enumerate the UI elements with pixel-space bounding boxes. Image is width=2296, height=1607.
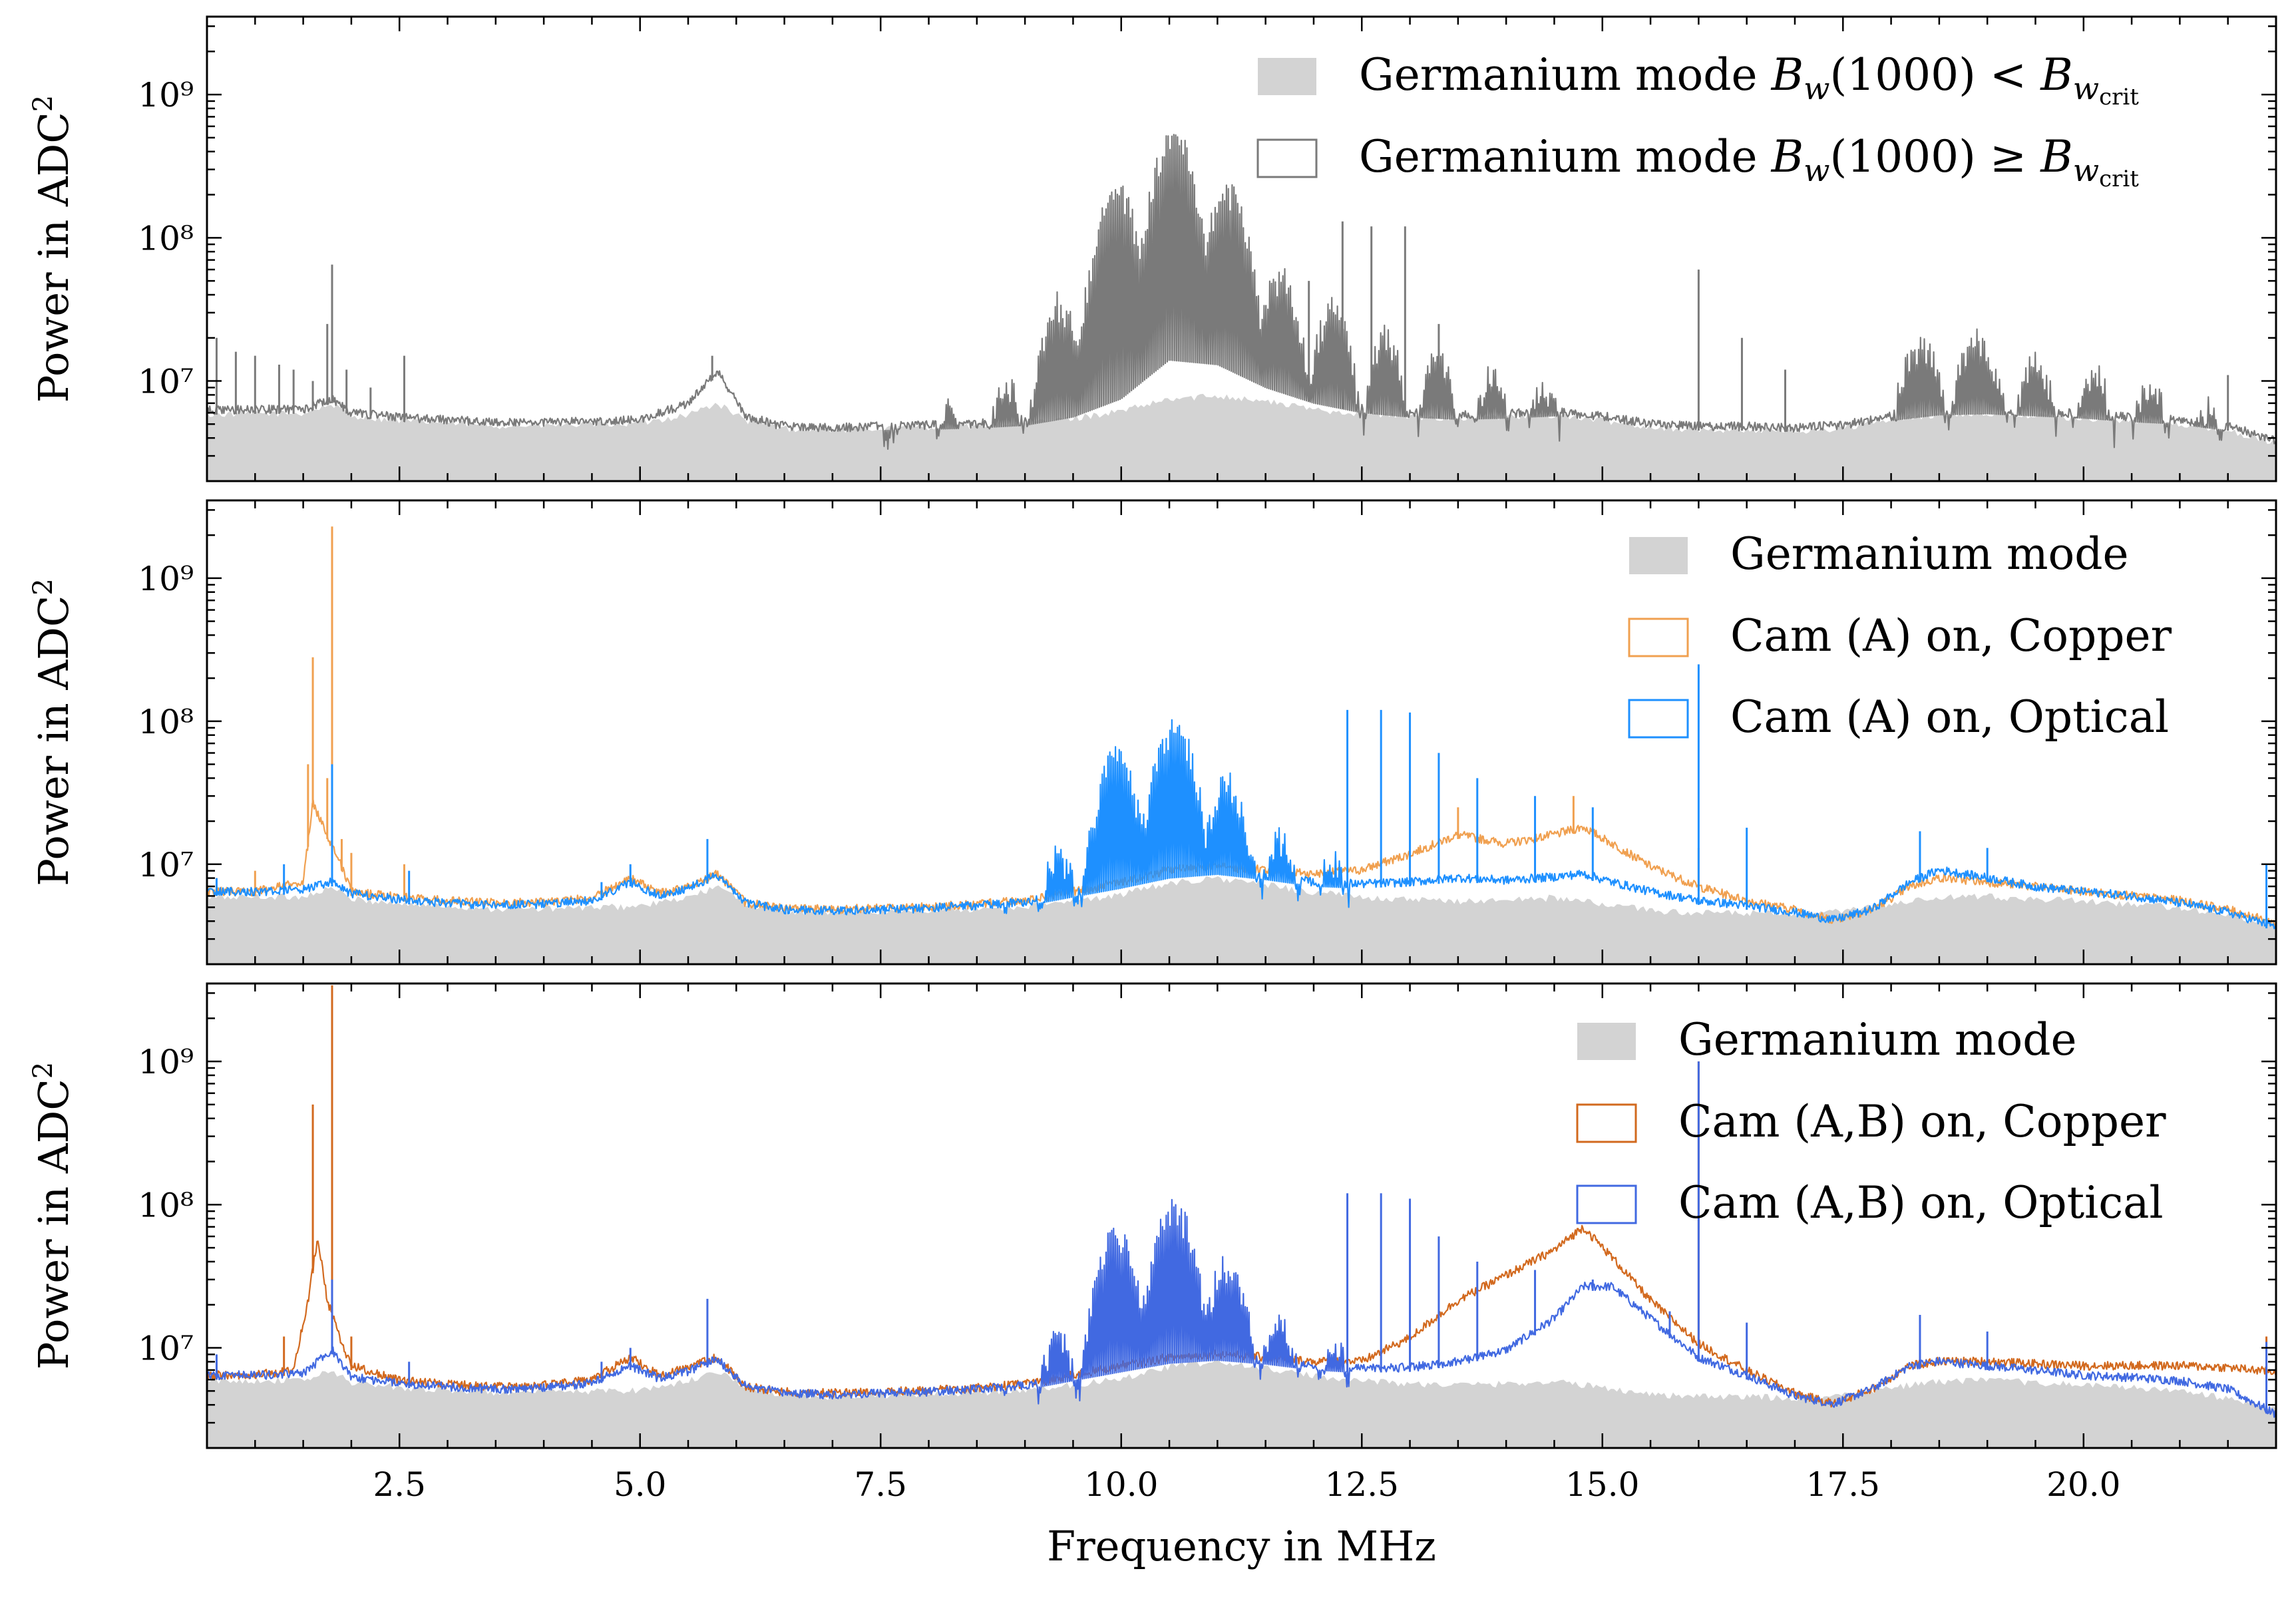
legend-label: Germanium mode (1678, 1014, 2077, 1065)
y-tick-label: 10⁹ (138, 1043, 194, 1081)
y-tick-label: 10⁷ (138, 846, 194, 884)
chart-panel-2: 10⁷ 10⁸ 10⁹ Power in ADC2 Germanium mode Cam … (28, 499, 2277, 966)
y-tick-label: 10⁹ (138, 560, 194, 598)
series-trace-3 (207, 1198, 2276, 1419)
plot-area (207, 134, 2276, 481)
x-tick-label: 2.5 (373, 1465, 426, 1504)
series-trace-2 (207, 799, 2276, 927)
legend-label: Cam (A) on, Copper (1730, 610, 2172, 661)
plot-area (207, 526, 2276, 964)
legend-label: Germanium mode Bw(1000) ≥ Bwcrit (1359, 131, 2139, 192)
x-tick-label: 10.0 (1084, 1465, 1158, 1504)
x-axis-ticks (206, 983, 2277, 1448)
legend-swatch (1628, 618, 1689, 657)
panel-frame (206, 982, 2277, 1449)
series-fill-1 (207, 876, 2276, 964)
legend: Germanium mode Cam (A,B) on, Copper Cam (A… (1576, 1014, 2166, 1228)
legend: Germanium mode Bw(1000) < Bwcrit Germaniu… (1256, 49, 2139, 192)
y-axis-ticks (207, 992, 2276, 1449)
x-tick-label: 7.5 (854, 1465, 907, 1504)
y-tick-label: 10⁹ (138, 76, 194, 114)
legend-swatch (1628, 699, 1689, 739)
panel-frame (206, 15, 2277, 482)
y-tick-label: 10⁷ (138, 363, 194, 401)
series-fill-1 (207, 393, 2276, 481)
legend-swatch (1576, 1103, 1637, 1143)
series-trace-3 (207, 719, 2276, 930)
legend-swatch (1577, 1023, 1636, 1060)
x-tick-label: 12.5 (1325, 1465, 1399, 1504)
legend-label: Cam (A,B) on, Optical (1678, 1177, 2164, 1228)
y-axis-title: Power in ADC2 (28, 1062, 78, 1369)
chart-panel-1: 10⁷ 10⁸ 10⁹ Power in ADC2 Germanium mode Bw(… (28, 15, 2277, 482)
plot-area (207, 985, 2276, 1448)
panel-frame (206, 499, 2277, 966)
y-tick-label: 10⁸ (138, 703, 194, 741)
y-axis-ticks (207, 509, 2276, 966)
legend-label: Germanium mode Bw(1000) < Bwcrit (1359, 49, 2139, 110)
series-fill-1 (207, 1359, 2276, 1448)
y-axis-title: Power in ADC2 (28, 95, 78, 403)
chart-panel-3: 10⁷ 10⁸ 10⁹ 2.5 5.0 7.5 10.0 12.5 15.0 17.5 20.0 Po… (28, 982, 2277, 1570)
x-tick-label: 20.0 (2046, 1465, 2120, 1504)
x-axis-ticks (206, 17, 2277, 481)
legend: Germanium mode Cam (A) on, Copper Cam (A) … (1628, 528, 2172, 743)
legend-label: Cam (A) on, Optical (1730, 691, 2169, 743)
x-tick-label: 15.0 (1565, 1465, 1639, 1504)
x-tick-label: 17.5 (1806, 1465, 1880, 1504)
legend-label: Germanium mode (1730, 528, 2129, 580)
legend-label: Cam (A,B) on, Copper (1678, 1096, 2166, 1147)
x-axis-ticks (206, 500, 2277, 964)
legend-swatch (1629, 537, 1688, 574)
y-axis-ticks (207, 25, 2276, 482)
x-axis-title: Frequency in MHz (1047, 1522, 1436, 1570)
series-trace-2 (207, 134, 2276, 450)
y-axis-title: Power in ADC2 (28, 578, 78, 886)
legend-swatch (1576, 1184, 1637, 1224)
x-tick-label: 5.0 (614, 1465, 667, 1504)
y-tick-label: 10⁸ (138, 1186, 194, 1224)
legend-swatch (1258, 58, 1316, 95)
legend-swatch (1256, 138, 1318, 178)
y-tick-label: 10⁷ (138, 1330, 194, 1368)
y-tick-label: 10⁸ (138, 219, 194, 258)
